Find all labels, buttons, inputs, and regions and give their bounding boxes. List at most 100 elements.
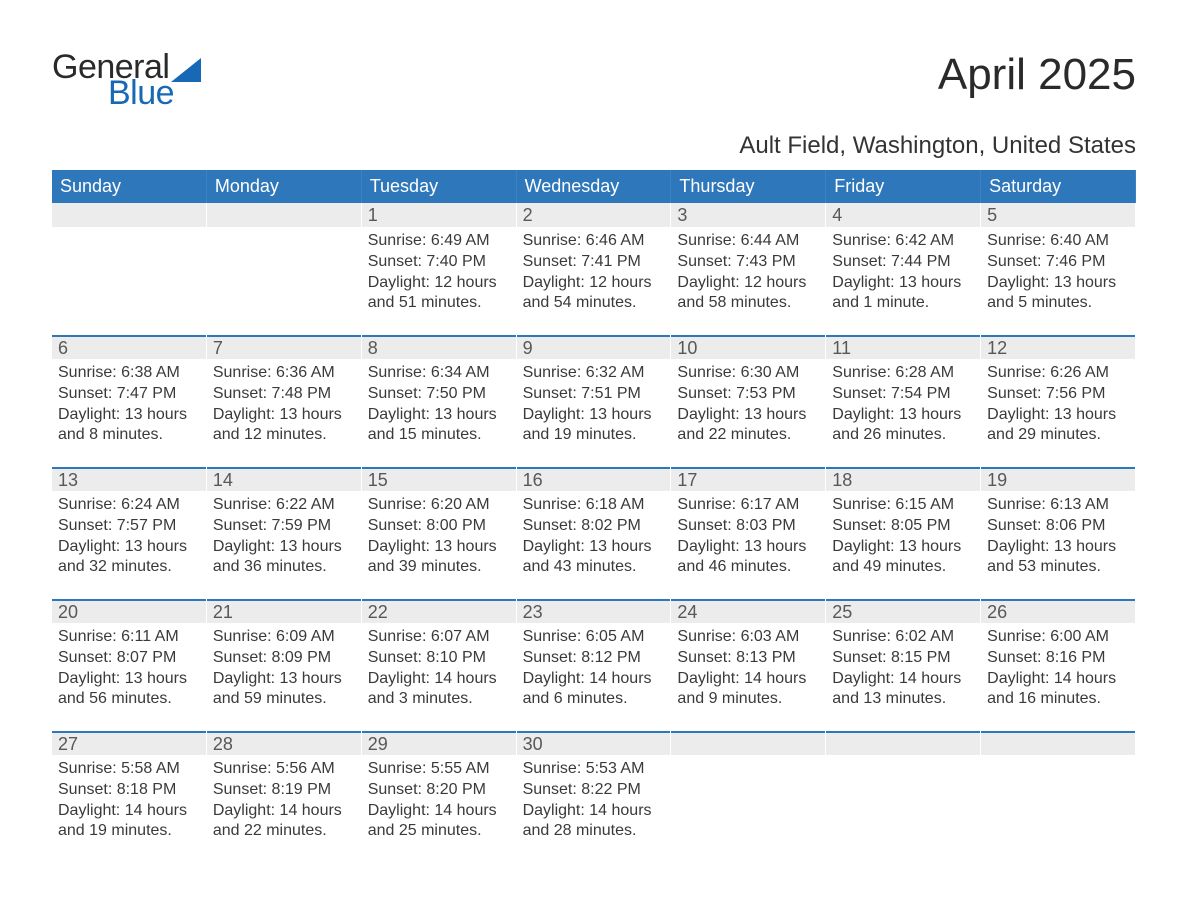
date-bar: 23: [517, 599, 671, 623]
generalblue-logo: General Blue: [52, 50, 201, 110]
date-number: 20: [58, 602, 78, 623]
dayhead: Sunday: [52, 170, 207, 203]
calendar-cell: 17 Sunrise: 6:17 AMSunset: 8:03 PMDayligh…: [671, 467, 826, 599]
date-number: 14: [213, 470, 233, 491]
date-bar: 24: [671, 599, 825, 623]
sun-info: Sunrise: 6:28 AMSunset: 7:54 PMDaylight:…: [832, 363, 974, 446]
sun-info: Sunrise: 6:03 AMSunset: 8:13 PMDaylight:…: [677, 627, 819, 710]
sun-info: Sunrise: 6:18 AMSunset: 8:02 PMDaylight:…: [523, 495, 665, 578]
sun-info: Sunrise: 6:30 AMSunset: 7:53 PMDaylight:…: [677, 363, 819, 446]
date-bar: [207, 203, 361, 227]
dayhead: Tuesday: [362, 170, 517, 203]
calendar-cell: 18 Sunrise: 6:15 AMSunset: 8:05 PMDayligh…: [826, 467, 981, 599]
date-bar: [671, 731, 825, 755]
date-number: 25: [832, 602, 852, 623]
calendar-cell: 15 Sunrise: 6:20 AMSunset: 8:00 PMDayligh…: [362, 467, 517, 599]
date-bar: 2: [517, 203, 671, 227]
date-bar: 27: [52, 731, 206, 755]
calendar-cell: 25Sunrise: 6:02 AMSunset: 8:15 PMDayligh…: [826, 599, 981, 731]
date-number: 30: [523, 734, 543, 755]
calendar-cell: 14Sunrise: 6:22 AMSunset: 7:59 PMDayligh…: [207, 467, 362, 599]
date-bar: 12: [981, 335, 1135, 359]
calendar-cell: 12 Sunrise: 6:26 AMSunset: 7:56 PMDayligh…: [981, 335, 1136, 467]
date-bar: 11: [826, 335, 980, 359]
dayhead: Friday: [826, 170, 981, 203]
calendar-cell: 10 Sunrise: 6:30 AMSunset: 7:53 PMDayligh…: [671, 335, 826, 467]
dayhead: Wednesday: [517, 170, 672, 203]
calendar-cell: 5 Sunrise: 6:40 AMSunset: 7:46 PMDaylight…: [981, 203, 1136, 335]
date-number: 8: [368, 338, 378, 359]
sun-info: Sunrise: 6:13 AMSunset: 8:06 PMDaylight:…: [987, 495, 1129, 578]
sun-info: Sunrise: 5:56 AMSunset: 8:19 PMDaylight:…: [213, 759, 355, 842]
sun-info: Sunrise: 6:26 AMSunset: 7:56 PMDaylight:…: [987, 363, 1129, 446]
calendar-grid: SundayMondayTuesdayWednesdayThursdayFrid…: [52, 170, 1136, 863]
calendar-cell: 6 Sunrise: 6:38 AMSunset: 7:47 PMDaylight…: [52, 335, 207, 467]
date-number: 9: [523, 338, 533, 359]
calendar-cell: 20Sunrise: 6:11 AMSunset: 8:07 PMDayligh…: [52, 599, 207, 731]
sun-info: Sunrise: 6:15 AMSunset: 8:05 PMDaylight:…: [832, 495, 974, 578]
date-number: 28: [213, 734, 233, 755]
calendar-cell: 28 Sunrise: 5:56 AMSunset: 8:19 PMDayligh…: [207, 731, 362, 863]
calendar-cell: 30Sunrise: 5:53 AMSunset: 8:22 PMDayligh…: [517, 731, 672, 863]
calendar-cell: 26 Sunrise: 6:00 AMSunset: 8:16 PMDayligh…: [981, 599, 1136, 731]
date-number: 18: [832, 470, 852, 491]
calendar-cell: [52, 203, 207, 335]
logo-text-blue: Blue: [108, 76, 201, 110]
sun-info: Sunrise: 6:34 AMSunset: 7:50 PMDaylight:…: [368, 363, 510, 446]
calendar-cell: 8 Sunrise: 6:34 AMSunset: 7:50 PMDaylight…: [362, 335, 517, 467]
page-title: April 2025: [938, 50, 1136, 100]
sun-info: Sunrise: 6:38 AMSunset: 7:47 PMDaylight:…: [58, 363, 200, 446]
calendar-cell: 2Sunrise: 6:46 AMSunset: 7:41 PMDaylight…: [517, 203, 672, 335]
date-bar: 26: [981, 599, 1135, 623]
date-bar: 5: [981, 203, 1135, 227]
calendar-cell: 27Sunrise: 5:58 AMSunset: 8:18 PMDayligh…: [52, 731, 207, 863]
date-bar: 1: [362, 203, 516, 227]
calendar-cell: [207, 203, 362, 335]
date-number: 29: [368, 734, 388, 755]
date-number: 16: [523, 470, 543, 491]
date-bar: 29: [362, 731, 516, 755]
date-number: 10: [677, 338, 697, 359]
sun-info: Sunrise: 6:42 AMSunset: 7:44 PMDaylight:…: [832, 231, 974, 314]
calendar-cell: 19 Sunrise: 6:13 AMSunset: 8:06 PMDayligh…: [981, 467, 1136, 599]
date-bar: 28: [207, 731, 361, 755]
date-number: 12: [987, 338, 1007, 359]
date-bar: 6: [52, 335, 206, 359]
sun-info: Sunrise: 6:40 AMSunset: 7:46 PMDaylight:…: [987, 231, 1129, 314]
date-bar: 17: [671, 467, 825, 491]
dayhead: Saturday: [981, 170, 1136, 203]
calendar-cell: 9Sunrise: 6:32 AMSunset: 7:51 PMDaylight…: [517, 335, 672, 467]
sun-info: Sunrise: 6:05 AMSunset: 8:12 PMDaylight:…: [523, 627, 665, 710]
date-bar: 15: [362, 467, 516, 491]
date-bar: [52, 203, 206, 227]
dayhead: Thursday: [671, 170, 826, 203]
date-bar: 4: [826, 203, 980, 227]
date-bar: 9: [517, 335, 671, 359]
sun-info: Sunrise: 6:07 AMSunset: 8:10 PMDaylight:…: [368, 627, 510, 710]
date-number: 27: [58, 734, 78, 755]
date-number: 26: [987, 602, 1007, 623]
calendar-cell: [981, 731, 1136, 863]
location-subtitle: Ault Field, Washington, United States: [52, 132, 1136, 160]
date-number: 15: [368, 470, 388, 491]
calendar-cell: 3Sunrise: 6:44 AMSunset: 7:43 PMDaylight…: [671, 203, 826, 335]
calendar-cell: 23 Sunrise: 6:05 AMSunset: 8:12 PMDayligh…: [517, 599, 672, 731]
date-number: 4: [832, 205, 842, 226]
calendar-cell: [826, 731, 981, 863]
sun-info: Sunrise: 6:09 AMSunset: 8:09 PMDaylight:…: [213, 627, 355, 710]
date-bar: 21: [207, 599, 361, 623]
date-bar: 7: [207, 335, 361, 359]
date-bar: 20: [52, 599, 206, 623]
calendar-cell: 7Sunrise: 6:36 AMSunset: 7:48 PMDaylight…: [207, 335, 362, 467]
sun-info: Sunrise: 6:20 AMSunset: 8:00 PMDaylight:…: [368, 495, 510, 578]
date-number: 7: [213, 338, 223, 359]
date-bar: [826, 731, 980, 755]
date-number: 19: [987, 470, 1007, 491]
date-number: 13: [58, 470, 78, 491]
calendar-cell: 4 Sunrise: 6:42 AMSunset: 7:44 PMDaylight…: [826, 203, 981, 335]
sun-info: Sunrise: 6:00 AMSunset: 8:16 PMDaylight:…: [987, 627, 1129, 710]
sun-info: Sunrise: 6:17 AMSunset: 8:03 PMDaylight:…: [677, 495, 819, 578]
date-bar: 10: [671, 335, 825, 359]
date-number: 5: [987, 205, 997, 226]
sun-info: Sunrise: 6:44 AMSunset: 7:43 PMDaylight:…: [677, 231, 819, 314]
